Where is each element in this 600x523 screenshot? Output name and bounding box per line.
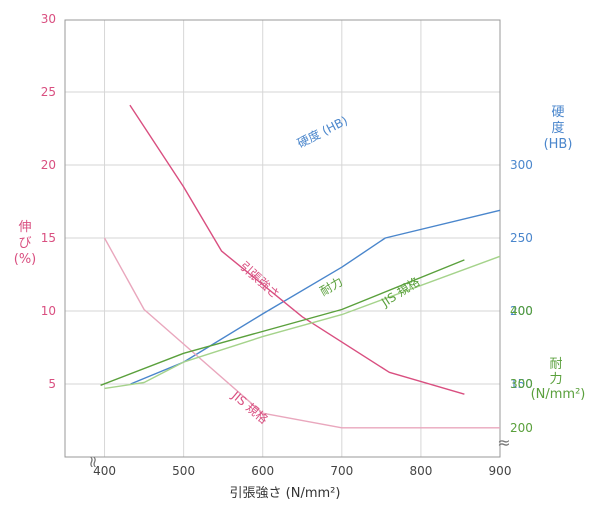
plot-frame (64, 19, 501, 458)
annotation-fatigue: 耐力 (318, 274, 346, 298)
x-tick-label: 600 (251, 464, 274, 478)
x-tick-label: 400 (93, 464, 116, 478)
left-axis-label-line1: 伸 (18, 220, 31, 235)
annotation-tensile: 引張強さ (237, 259, 282, 302)
right-bottom-axis-label-line1: 耐 (549, 357, 562, 372)
right-top-axis-label-line2: 度 (551, 120, 564, 136)
hardness-tick-label: 250 (510, 231, 533, 245)
annotation-jis-elongation: JIS 規格 (228, 387, 271, 426)
left-tick-label: 5 (48, 377, 56, 391)
left-tick-label: 30 (41, 12, 56, 26)
left-tick-label: 10 (41, 304, 56, 318)
hardness-tick-label: 200 (510, 304, 533, 318)
right-top-axis-label-line3: (HB) (544, 137, 573, 152)
left-axis-label-line2: び (18, 236, 31, 251)
series-line-3 (100, 259, 465, 386)
x-axis-label: 引張強さ (N/mm²) (230, 486, 341, 501)
right-top-axis-label-line1: 硬 (551, 105, 564, 120)
x-tick-label: 800 (409, 464, 432, 478)
fatigue-tick-label: 200 (510, 421, 533, 435)
x-axis-break-mark: ≈ (84, 455, 103, 468)
right-bottom-axis-label-line2: 力 (549, 372, 562, 387)
x-tick-label: 900 (489, 464, 512, 478)
left-axis-label-line3: (%) (14, 252, 37, 267)
tick-labels: 400 500 600 700 800 900 5 10 15 20 25 30 150 200 250 30… (41, 12, 533, 478)
left-tick-label: 25 (41, 85, 56, 99)
left-tick-label: 15 (41, 231, 56, 245)
fatigue-tick-label: 300 (510, 377, 533, 391)
series-lines (100, 104, 501, 429)
hardness-tick-label: 150 (510, 377, 533, 391)
fatigue-tick-label: 400 (510, 304, 533, 318)
series-line-0 (130, 209, 501, 385)
series-line-4 (104, 255, 501, 390)
x-tick-label: 500 (172, 464, 195, 478)
series-line-2 (103, 237, 500, 429)
right-axis-break-mark: ≈ (497, 433, 510, 452)
hardness-tick-label: 300 (510, 158, 533, 172)
x-tick-label: 700 (330, 464, 353, 478)
left-tick-label: 20 (41, 158, 56, 172)
series-line-1 (129, 104, 465, 395)
right-bottom-axis-label-line3: (N/mm²) (531, 387, 586, 402)
grid (65, 20, 500, 457)
